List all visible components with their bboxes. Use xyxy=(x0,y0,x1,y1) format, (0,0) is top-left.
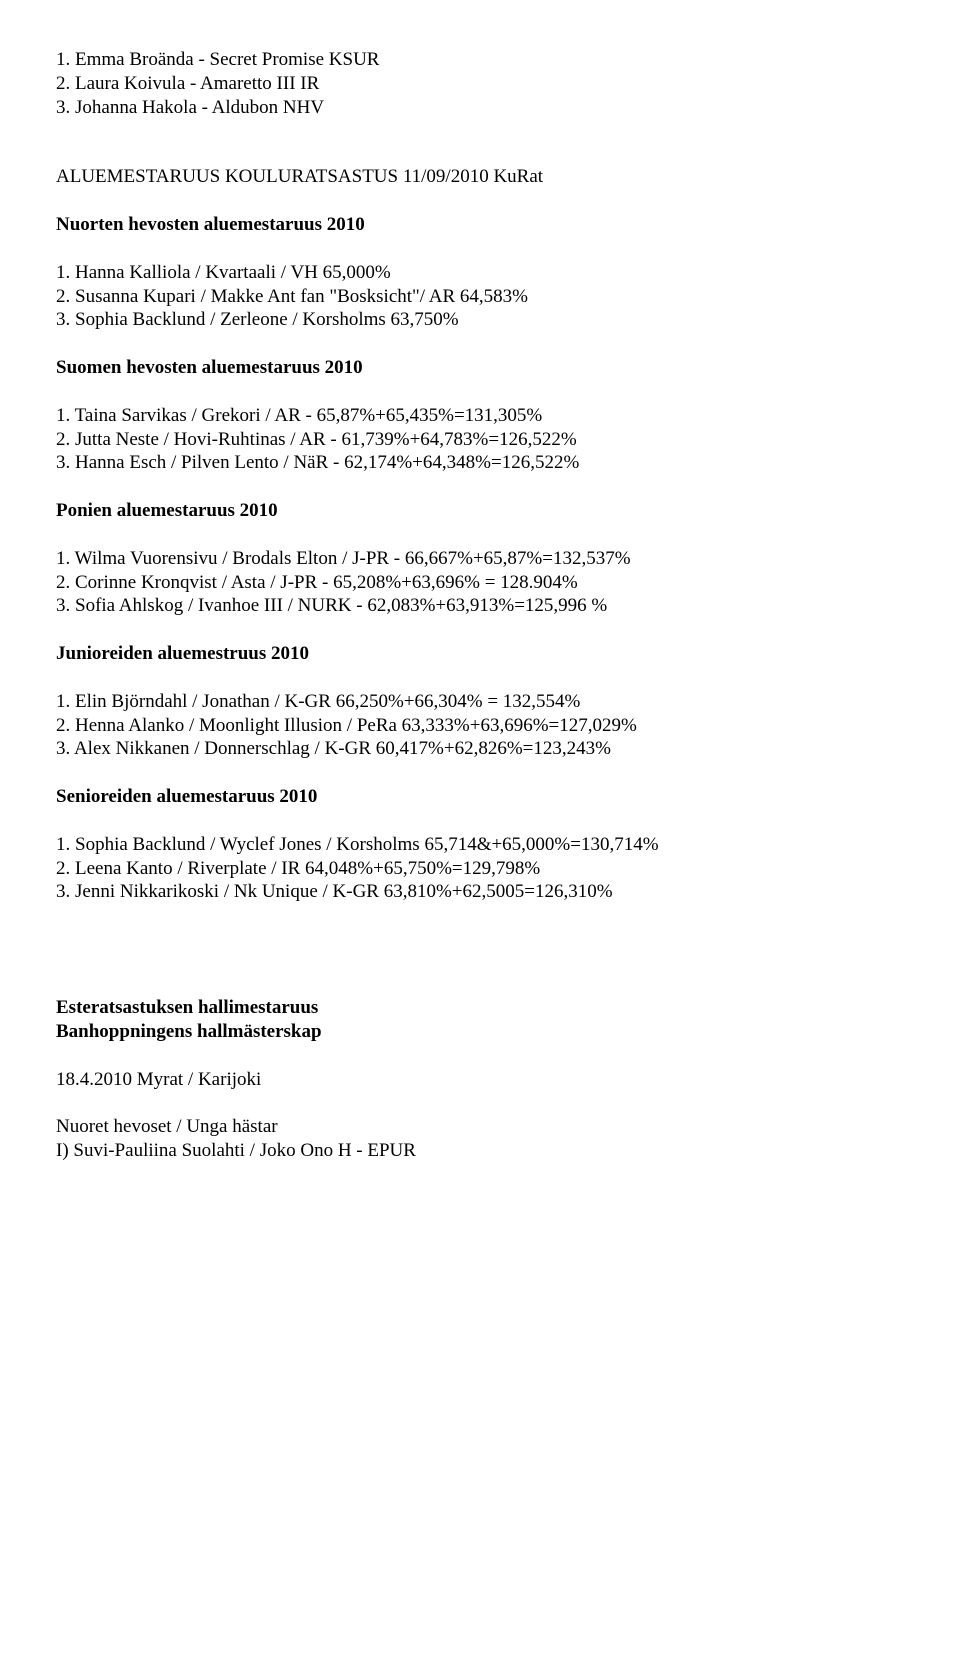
result-item: 1. Elin Björndahl / Jonathan / K-GR 66,2… xyxy=(56,690,904,714)
result-item: 2. Corinne Kronqvist / Asta / J-PR - 65,… xyxy=(56,571,904,595)
result-item: 2. Henna Alanko / Moonlight Illusion / P… xyxy=(56,714,904,738)
result-item: 1. Hanna Kalliola / Kvartaali / VH 65,00… xyxy=(56,261,904,285)
result-item: 2. Leena Kanto / Riverplate / IR 64,048%… xyxy=(56,857,904,881)
top-list-item: 2. Laura Koivula - Amaretto III IR xyxy=(56,72,904,96)
result-item: 1. Sophia Backlund / Wyclef Jones / Kors… xyxy=(56,833,904,857)
section-heading: Ponien aluemestaruus 2010 xyxy=(56,499,904,523)
section-heading: Junioreiden aluemestruus 2010 xyxy=(56,642,904,666)
section-heading: Suomen hevosten aluemestaruus 2010 xyxy=(56,356,904,380)
section-heading: Nuorten hevosten aluemestaruus 2010 xyxy=(56,213,904,237)
footer-title: Esteratsastuksen hallimestaruus xyxy=(56,996,904,1020)
footer-date: 18.4.2010 Myrat / Karijoki xyxy=(56,1068,904,1092)
result-item: 3. Hanna Esch / Pilven Lento / NäR - 62,… xyxy=(56,451,904,475)
result-item: 3. Jenni Nikkarikoski / Nk Unique / K-GR… xyxy=(56,880,904,904)
section-heading: Senioreiden aluemestaruus 2010 xyxy=(56,785,904,809)
result-item: 1. Taina Sarvikas / Grekori / AR - 65,87… xyxy=(56,404,904,428)
result-item: 1. Wilma Vuorensivu / Brodals Elton / J-… xyxy=(56,547,904,571)
top-list-item: 3. Johanna Hakola - Aldubon NHV xyxy=(56,96,904,120)
result-item: 3. Sofia Ahlskog / Ivanhoe III / NURK - … xyxy=(56,594,904,618)
result-item: 3. Alex Nikkanen / Donnerschlag / K-GR 6… xyxy=(56,737,904,761)
footer-title: Banhoppningens hallmästerskap xyxy=(56,1020,904,1044)
result-item: 2. Susanna Kupari / Makke Ant fan "Bosks… xyxy=(56,285,904,309)
main-heading: ALUEMESTARUUS KOULURATSASTUS 11/09/2010 … xyxy=(56,165,904,189)
top-list-item: 1. Emma Broända - Secret Promise KSUR xyxy=(56,48,904,72)
result-item: 3. Sophia Backlund / Zerleone / Korsholm… xyxy=(56,308,904,332)
footer-sub: Nuoret hevoset / Unga hästar xyxy=(56,1115,904,1139)
footer-sub: I) Suvi-Pauliina Suolahti / Joko Ono H -… xyxy=(56,1139,904,1163)
result-item: 2. Jutta Neste / Hovi-Ruhtinas / AR - 61… xyxy=(56,428,904,452)
